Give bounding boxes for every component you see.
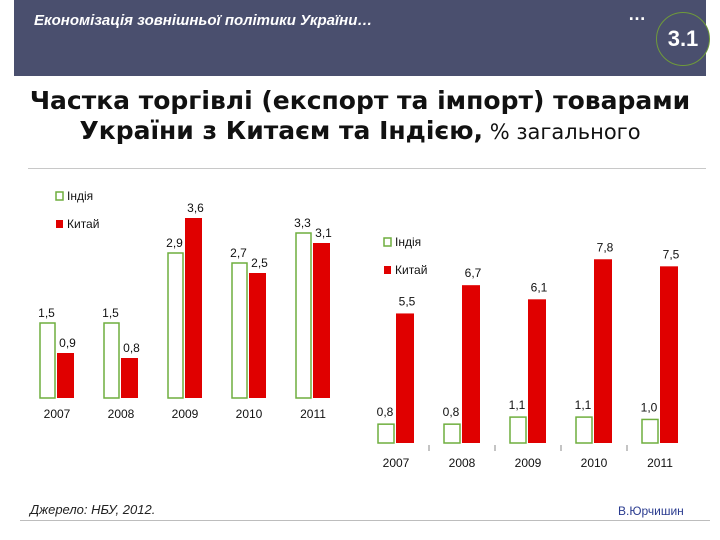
bar-india-2010 <box>575 416 593 444</box>
bar-china-2009 <box>185 218 202 398</box>
bar-china-2007 <box>396 313 414 443</box>
label-india-2007: 1,5 <box>38 306 55 320</box>
legend-swatch-india <box>55 191 64 201</box>
bar-india-2011 <box>641 418 659 444</box>
bar-india-2007 <box>377 423 395 444</box>
bar-china-2007 <box>57 353 74 398</box>
source-note: Джерело: НБУ, 2012. <box>30 502 156 517</box>
tick-label-2011: 2011 <box>647 456 673 470</box>
more-dots: … <box>628 4 647 24</box>
legend-label-india: Індія <box>395 235 421 249</box>
label-china-2009: 3,6 <box>187 201 204 215</box>
legend-label-china: Китай <box>395 263 427 277</box>
slide-title-suffix: % загального <box>483 120 641 144</box>
slide-number: 3.1 <box>667 26 699 51</box>
divider <box>28 168 706 169</box>
chart-left: 1,5 0,9 2007 1,5 0,8 2008 2,9 3,6 2009 2,7 2,5 2010… <box>38 189 332 421</box>
label-india-2009: 2,9 <box>166 236 183 250</box>
bar-china-2010 <box>594 259 612 443</box>
bar-india-2008 <box>443 423 461 444</box>
tick-label-2007: 2007 <box>383 456 410 470</box>
legend-swatch-india <box>383 237 392 247</box>
label-china-2011: 7,5 <box>663 247 680 261</box>
legend-label-china: Китай <box>67 217 99 231</box>
tick-label-2008: 2008 <box>449 456 476 470</box>
label-china-2007: 5,5 <box>399 294 416 308</box>
bar-china-2008 <box>462 285 480 443</box>
legend-label-india: Індія <box>67 189 93 203</box>
footer-divider <box>20 520 710 521</box>
label-china-2008: 6,7 <box>465 266 482 280</box>
chart-right: 0,8 5,5 2007 0,8 6,7 2008 1,1 6,1 2009 1,1 7,8 2010… <box>377 235 680 470</box>
bar-india-2011 <box>295 232 312 399</box>
bar-china-2010 <box>249 273 266 398</box>
label-china-2010: 7,8 <box>597 240 614 254</box>
bar-china-2011 <box>660 266 678 443</box>
header-bar: Економізація зовнішньої політики України… <box>14 0 706 76</box>
tick-label-2008: 2008 <box>108 407 135 421</box>
tick-label-2009: 2009 <box>172 407 199 421</box>
bar-india-2009 <box>509 416 527 444</box>
label-china-2008: 0,8 <box>123 341 140 355</box>
tick-label-2007: 2007 <box>44 407 71 421</box>
bar-china-2008 <box>121 358 138 398</box>
author-name: В.Юрчишин <box>618 504 684 518</box>
label-china-2010: 2,5 <box>251 256 268 270</box>
bar-china-2009 <box>528 299 546 443</box>
label-india-2011: 3,3 <box>294 216 311 230</box>
label-india-2010: 1,1 <box>575 398 592 412</box>
bar-india-2010 <box>231 262 248 399</box>
label-china-2009: 6,1 <box>531 280 548 294</box>
label-india-2007: 0,8 <box>377 405 394 419</box>
label-india-2011: 1,0 <box>641 400 658 414</box>
tick-label-2010: 2010 <box>581 456 608 470</box>
bar-india-2008 <box>103 322 120 399</box>
slide-title: Частка торгівлі (експорт та імпорт) това… <box>14 86 706 147</box>
bar-india-2007 <box>39 322 56 399</box>
bar-china-2011 <box>313 243 330 398</box>
label-china-2007: 0,9 <box>59 336 76 350</box>
tick-label-2011: 2011 <box>300 407 326 421</box>
slide-title-main: Частка торгівлі (експорт та імпорт) това… <box>29 86 691 145</box>
label-china-2011: 3,1 <box>315 226 332 240</box>
bar-india-2009 <box>167 252 184 399</box>
slide-number-badge: 3.1 <box>656 12 710 66</box>
label-india-2010: 2,7 <box>230 246 247 260</box>
label-india-2008: 0,8 <box>443 405 460 419</box>
label-india-2008: 1,5 <box>102 306 119 320</box>
header-title: Економізація зовнішньої політики України… <box>34 12 373 29</box>
legend-swatch-china <box>56 220 63 228</box>
label-india-2009: 1,1 <box>509 398 526 412</box>
tick-label-2009: 2009 <box>515 456 542 470</box>
legend-swatch-china <box>384 266 391 274</box>
tick-label-2010: 2010 <box>236 407 263 421</box>
